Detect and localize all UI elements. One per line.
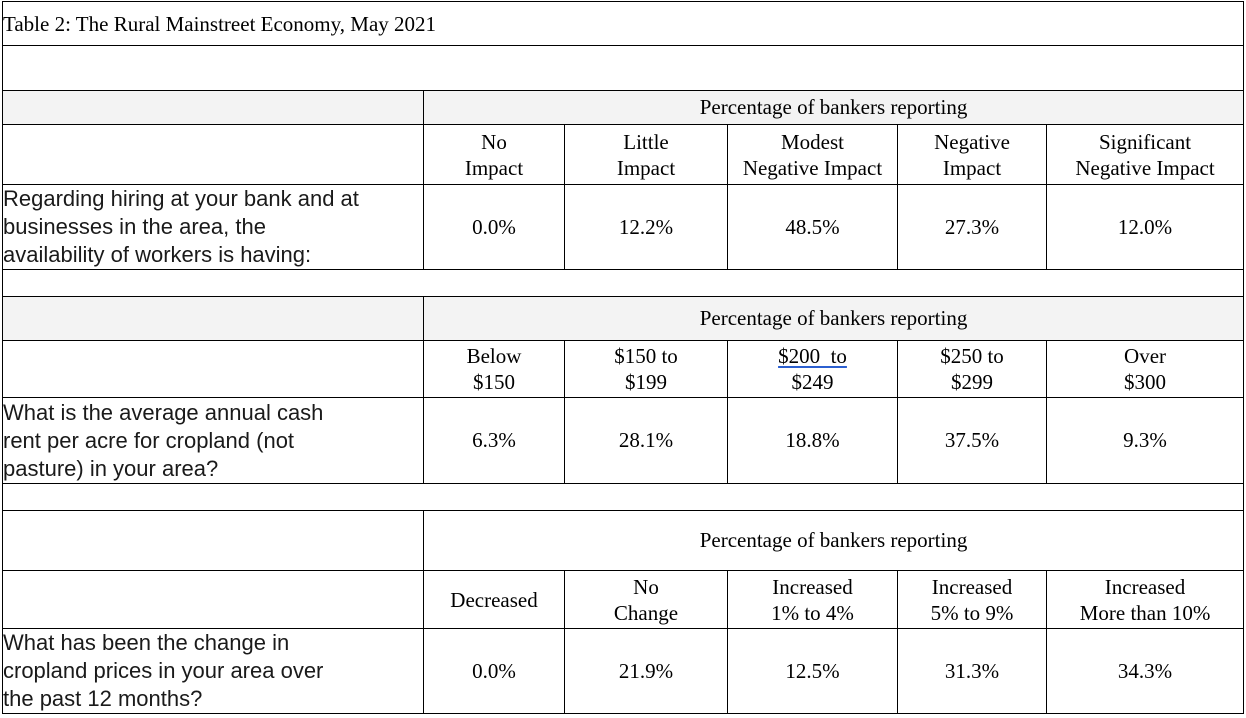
column-header: Increased More than 10% [1045,570,1245,629]
blank-cell [2,296,424,341]
column-header: Increased 5% to 9% [897,570,1047,629]
value-cell: 27.3% [897,184,1047,270]
column-header: No Change [564,570,728,629]
column-header: Modest Negative Impact [727,124,898,185]
value-cell: 34.3% [1045,628,1245,714]
column-header: Increased 1% to 4% [727,570,898,629]
spacer-row [1,269,1245,297]
column-header: Below $150 [423,340,565,398]
column-header: No Impact [423,124,565,185]
value-cell: 0.0% [423,184,565,270]
spacer-row [1,483,1245,511]
value-cell: 9.3% [1045,397,1245,484]
value-cell: 12.0% [1045,184,1245,270]
column-header: $200 to $249 [727,340,898,398]
value-cell: 12.5% [727,628,898,714]
value-cell: 18.8% [727,397,898,484]
column-header: Negative Impact [897,124,1047,185]
blank-cell [2,510,424,571]
span-header: Percentage of bankers reporting [422,296,1245,341]
question-cell: What has been the change in cropland pric… [2,628,424,714]
value-cell: 48.5% [727,184,898,270]
column-header: Decreased [423,570,565,629]
value-cell: 12.2% [564,184,728,270]
value-cell: 28.1% [564,397,728,484]
value-cell: 0.0% [423,628,565,714]
spacer-row [1,45,1245,91]
value-cell: 6.3% [423,397,565,484]
span-header: Percentage of bankers reporting [422,90,1245,125]
question-cell: Regarding hiring at your bank and at busi… [2,184,424,270]
span-header: Percentage of bankers reporting [422,510,1245,571]
column-header: Significant Negative Impact [1045,124,1245,185]
value-cell: 37.5% [897,397,1047,484]
column-header: $150 to $199 [564,340,728,398]
value-cell: 21.9% [564,628,728,714]
question-cell: What is the average annual cash rent per … [2,397,424,484]
table-title: Table 2: The Rural Mainstreet Economy, M… [1,1,1245,46]
blank-cell [2,90,424,125]
blank-cell [2,570,424,629]
underlined-header: $200 to [778,344,847,368]
blank-cell [2,340,424,398]
column-header: Little Impact [564,124,728,185]
blank-cell [2,124,424,185]
column-header: $250 to $299 [897,340,1047,398]
value-cell: 31.3% [897,628,1047,714]
column-header: Over $300 [1045,340,1245,398]
